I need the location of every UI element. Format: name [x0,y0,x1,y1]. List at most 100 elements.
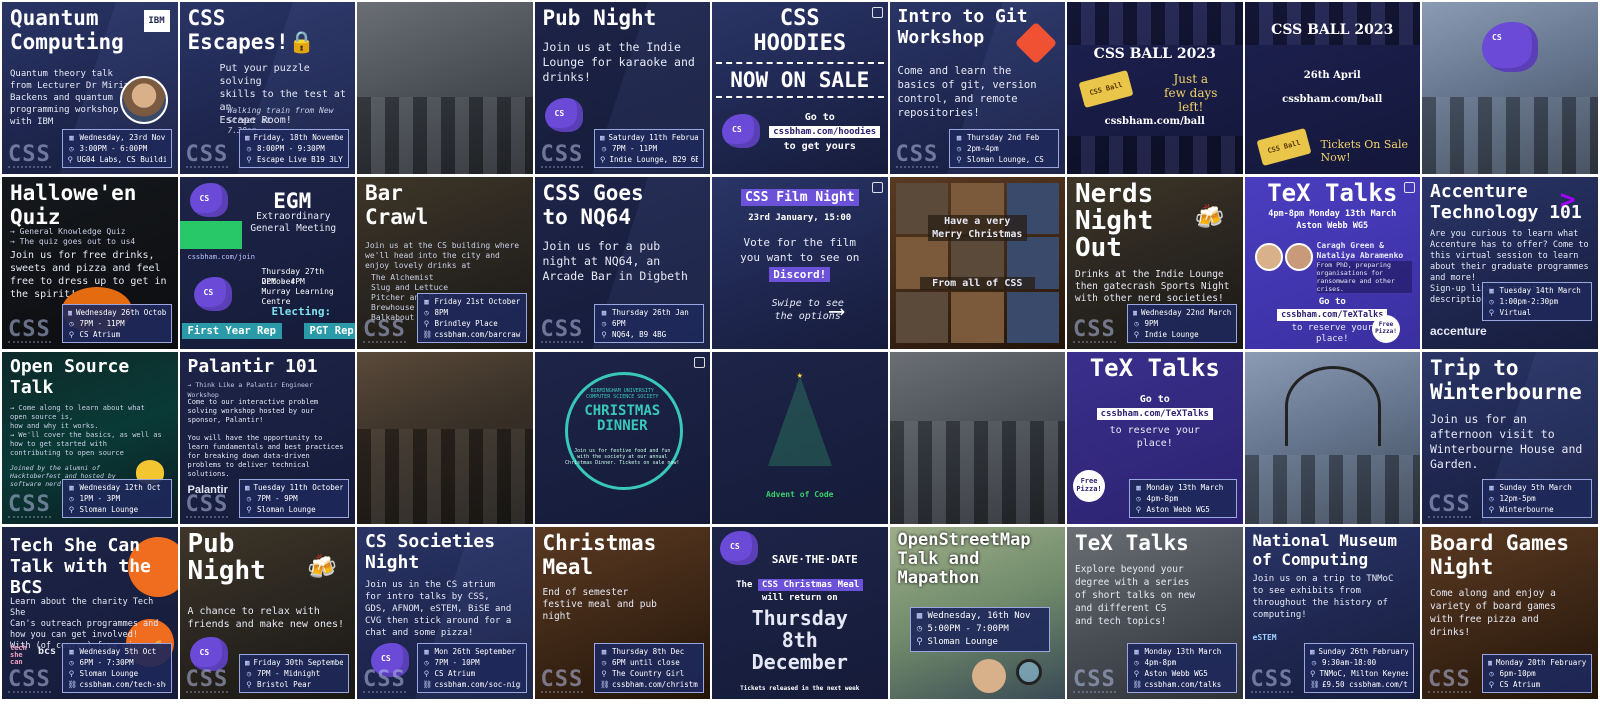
free-pizza-badge: Free Pizza! [1372,315,1400,343]
post-tex-talks-explore[interactable]: TeX Talks Explore beyond your degree wit… [1067,527,1243,699]
event-place: Brindley Place [434,319,498,328]
post-quantum-computing[interactable]: Quantum Computing IBM Quantum theory tal… [2,2,178,174]
post-photo-restaurant[interactable] [357,352,533,524]
post-advent-of-code[interactable]: ★ Advent of Code [712,352,888,524]
post-tex-talks-reserve[interactable]: TeX Talks Go to cssbham.com/TeXTalks to … [1067,352,1243,524]
bcs-logo: bcs [38,646,57,657]
post-nq64[interactable]: CSS Goes to NQ64 Join us for a pub night… [534,177,710,349]
post-national-museum-computing[interactable]: National Museum of Computing Join us on … [1244,527,1420,699]
post-description: Drinks at the Indie Lounge then gatecras… [1075,269,1230,304]
calendar-icon: ▦ [600,133,605,142]
post-description: Come along and enjoy a variety of board … [1430,588,1556,638]
post-photo-event-hall[interactable] [357,2,533,174]
css-logo: CSS [363,317,406,343]
dino-mascot-icon [1482,22,1538,72]
post-css-hoodies[interactable]: CSS HOODIES NOW ON SALE Go to cssbham.co… [712,2,888,174]
post-description: Join us for free drinks, sweets and pizz… [10,250,167,300]
post-bar-crawl[interactable]: Bar Crawl Join us at the CS building whe… [357,177,533,349]
post-css-ball-few-days[interactable]: CSS BALL 2023 CSS Ball Just a few days l… [1067,2,1243,174]
event-info-box: ▦ Wednesday 12th Oct ◷ 1PM - 3PM ⚲ Sloman L… [61,479,172,518]
electing-label: Electing: [271,305,332,318]
carousel-icon [1404,182,1415,193]
post-photo-group-gates[interactable] [1244,352,1420,524]
location-icon: ⚲ [423,669,430,678]
ball-url[interactable]: cssbham.com/ball [1282,94,1383,105]
event-link: cssbham.com/soc-night [434,680,521,689]
clock-icon: ◷ [69,494,74,503]
dino-mascot-icon [722,114,760,148]
link-icon: ⛓ [600,680,610,689]
dino-mascot-icon [720,531,758,565]
post-subtitle: → General Knowledge Quiz → The quiz goes… [10,227,136,246]
location-icon: ⚲ [956,155,962,164]
tex-link[interactable]: cssbham.com/TeXTalks [1277,309,1388,321]
hoodies-link[interactable]: cssbham.com/hoodies [769,126,881,138]
ball-note: Just a few days left! [1164,72,1218,114]
event-date: Friday 30th September [253,658,343,667]
post-title: Board Games Night [1430,531,1570,579]
post-title: Hallowe'en Quiz [10,181,137,229]
post-board-games-night[interactable]: Board Games Night Come along and enjoy a… [1422,527,1598,699]
clock-icon: ◷ [1489,297,1494,306]
post-photo-study-session[interactable] [889,352,1065,524]
tex-link[interactable]: cssbham.com/TeXTalks [1096,408,1213,420]
post-title: Christmas Meal [542,531,657,579]
location-icon: ⚲ [67,155,74,164]
post-film-night[interactable]: CSS Film Night 23rd January, 15:00 Vote … [712,177,888,349]
post-subtitle: → Think Like a Palantir Engineer Worksho… [187,381,313,399]
clock-icon: ◷ [1134,658,1139,667]
post-nerds-night-out[interactable]: Nerds Night Out 🍻 Drinks at the Indie Lo… [1067,177,1243,349]
event-time: 7PM - 11PM [79,319,125,328]
post-christmas-dinner[interactable]: BIRMINGHAM UNIVERSITY COMPUTER SCIENCE S… [534,352,710,524]
post-trip-to-winterbourne[interactable]: Trip to Winterbourne Join us for an afte… [1422,352,1598,524]
event-date: Monday 13th March [1144,647,1222,656]
calendar-icon: ▦ [1134,647,1139,656]
photo-collage [895,183,1059,343]
post-description: Explore beyond your degree with a series… [1075,564,1196,627]
post-title: Palantir 101 [187,356,318,377]
ball-url[interactable]: cssbham.com/ball [1104,116,1205,127]
event-info-box: ▦ Saturday 11th February ◷ 7PM - 11PM ⚲ Ind… [594,129,704,168]
event-place: TNMoC, Milton Keynes [1319,669,1409,678]
post-title: Pub Night [542,6,657,30]
post-css-escapes[interactable]: CSS Escapes!🔒 Put your puzzle solving sk… [179,2,355,174]
event-date: Friday, 18th November [253,133,343,142]
post-photo-lecture[interactable] [1422,2,1598,174]
link-icon: ⛓ [1132,680,1143,689]
clock-icon: ◷ [1136,494,1141,503]
post-egm[interactable]: EGM Extraordinary General Meeting cssbha… [179,177,355,349]
join-link[interactable]: cssbham.com/join [187,253,255,261]
event-place: Sloman Lounge [79,669,139,678]
estem-logo: eSTEM [1252,633,1277,642]
event-date: Mon 26th September [434,647,516,656]
event-time: 4pm-8pm [1146,494,1179,503]
post-tex-talks-speakers[interactable]: TeX Talks 4pm-8pm Monday 13th March Asto… [1244,177,1420,349]
event-place: Sloman Lounge [927,637,998,647]
css-logo: CSS [8,667,51,693]
post-title: Tech She Can Talk with the BCS [10,535,151,598]
post-christmas-meal[interactable]: Christmas Meal End of semester festive m… [534,527,710,699]
post-description: Join us for festive food and fun with th… [565,448,680,466]
post-pub-night-sept[interactable]: Pub Night 🍻 A chance to relax with frien… [179,527,355,699]
post-save-the-date[interactable]: SAVE·THE·DATE The CSS Christmas Meal wil… [712,527,888,699]
post-cs-societies-night[interactable]: CS Societies Night Join us in the CS atr… [357,527,533,699]
tex-goto: Go to [1318,297,1346,307]
post-halloween-quiz[interactable]: Hallowe'en Quiz → General Knowledge Quiz… [2,177,178,349]
discord-link[interactable]: Discord! [769,267,831,282]
post-christmas-collage[interactable]: Have a very Merry Christmas From all of … [889,177,1065,349]
tex-time: 4pm-8pm Monday 13th March [1268,209,1397,219]
event-time: 8:00PM - 9:30PM [257,144,325,153]
aoc-label: Advent of Code [766,490,834,499]
post-openstreetmap[interactable]: OpenStreetMap Talk and Mapathon ▦ Wednesd… [889,527,1065,699]
post-accenture[interactable]: Accenture Technology 101 > Are you curio… [1422,177,1598,349]
post-palantir-101[interactable]: Palantir 101 → Think Like a Palantir Eng… [179,352,355,524]
post-title: Accenture Technology 101 [1430,181,1582,223]
clock-icon: ◷ [246,494,252,503]
post-pub-night-feb[interactable]: Pub Night Join us at the Indie Lounge fo… [534,2,710,174]
event-date: Wednesday 26th October [76,308,166,317]
post-tech-she-can[interactable]: Tech She Can Talk with the BCS Learn abo… [2,527,178,699]
post-intro-to-git[interactable]: Intro to Git Workshop Come and learn the… [889,2,1065,174]
post-open-source-talk[interactable]: Open Source Talk → Come along to learn a… [2,352,178,524]
post-css-ball-on-sale[interactable]: CSS BALL 2023 26th April cssbham.com/bal… [1244,2,1420,174]
link-icon: ⛓ [422,330,433,339]
